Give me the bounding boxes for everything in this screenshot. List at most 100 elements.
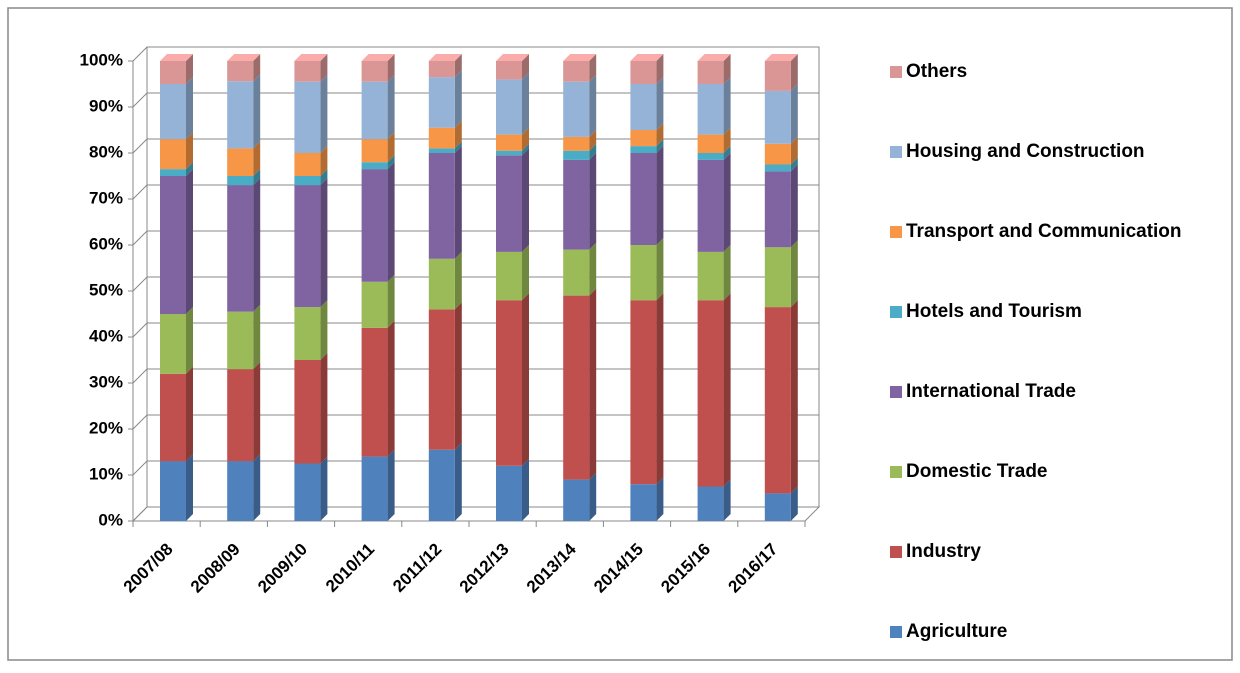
bar [160, 314, 186, 374]
bar [764, 171, 791, 248]
legend-label: Housing and Construction [906, 141, 1145, 162]
bar [227, 148, 254, 176]
legend-swatch [890, 226, 902, 238]
bar-side [522, 244, 529, 301]
bar-side [723, 54, 731, 84]
legend-label: Industry [906, 541, 981, 562]
bar-side [320, 146, 328, 176]
legend-label: Transport and Communication [906, 221, 1182, 242]
legend-swatch [890, 146, 902, 158]
bar-side [656, 123, 664, 147]
bar-side [589, 288, 597, 480]
bar-side [320, 300, 328, 360]
bar [428, 449, 455, 521]
bar [361, 169, 388, 282]
bar-side [522, 148, 529, 252]
bar-side [253, 169, 261, 186]
bar [361, 281, 388, 328]
bar [697, 300, 724, 487]
bar-side [522, 293, 529, 466]
bar-side [387, 320, 395, 457]
bar-side [790, 136, 798, 165]
bar [361, 81, 388, 140]
bar-side [454, 70, 462, 128]
bar [496, 61, 522, 80]
bar-side [790, 240, 798, 308]
bar [697, 153, 724, 160]
bar-side [589, 143, 597, 160]
bar [428, 258, 455, 310]
bar [697, 159, 724, 252]
bar-side [186, 454, 193, 521]
bar-side [387, 54, 395, 82]
bar [496, 79, 522, 135]
bar-side [320, 54, 328, 82]
bar-side [589, 129, 597, 151]
bar-side [387, 162, 395, 282]
bar [563, 295, 590, 480]
bar-side [656, 146, 664, 245]
bar-side [790, 164, 798, 248]
chart-border [7, 7, 1233, 661]
bar [764, 90, 791, 144]
bar-top [160, 54, 193, 61]
bar-side [320, 178, 328, 308]
bar [563, 479, 590, 521]
bar [428, 148, 455, 153]
bar [563, 159, 590, 250]
bar [496, 150, 522, 156]
bar [697, 61, 724, 84]
bar [563, 150, 590, 160]
bar-side [790, 157, 798, 172]
legend-label: Agriculture [906, 621, 1007, 642]
bar-side [186, 307, 193, 374]
bar-side [387, 274, 395, 328]
bar-side [320, 169, 328, 186]
bar [227, 61, 254, 82]
bar-side [656, 139, 664, 153]
bar-side [186, 366, 193, 462]
bar-side [723, 244, 731, 301]
bar [496, 465, 522, 521]
bar-side [522, 127, 529, 151]
bar-top [563, 54, 597, 61]
bar-side [253, 54, 261, 82]
bar-side [723, 479, 731, 521]
bar-side [522, 143, 529, 156]
bar [227, 311, 254, 370]
bar [764, 247, 791, 308]
bar [697, 84, 724, 135]
bar [361, 139, 388, 163]
bar [227, 185, 254, 312]
bar [428, 77, 455, 128]
y-tick-label: 40% [89, 326, 123, 345]
bar-side [253, 74, 261, 149]
bar [764, 61, 791, 91]
y-tick-label: 80% [89, 142, 123, 161]
bar-side [454, 120, 462, 149]
bar [361, 327, 388, 457]
bar-side [656, 477, 664, 521]
bar-side [589, 152, 597, 250]
legend-swatch [890, 626, 902, 638]
bar [563, 249, 590, 296]
bar-top [764, 54, 798, 61]
bar-side [589, 74, 597, 137]
bar-side [454, 302, 462, 450]
y-tick-label: 90% [89, 96, 123, 115]
bar-side [790, 486, 798, 521]
bar [294, 360, 321, 464]
y-tick-label: 60% [89, 234, 123, 253]
bar-side [723, 152, 731, 252]
bar-side [522, 72, 529, 135]
bar [361, 456, 388, 521]
bar [764, 143, 791, 165]
bar [563, 81, 590, 137]
bar [630, 300, 657, 485]
bar-side [656, 238, 664, 301]
bar [630, 245, 657, 301]
bar-side [723, 77, 731, 135]
y-tick-label: 30% [89, 372, 123, 391]
bar [496, 155, 522, 252]
bar-side [454, 442, 462, 521]
